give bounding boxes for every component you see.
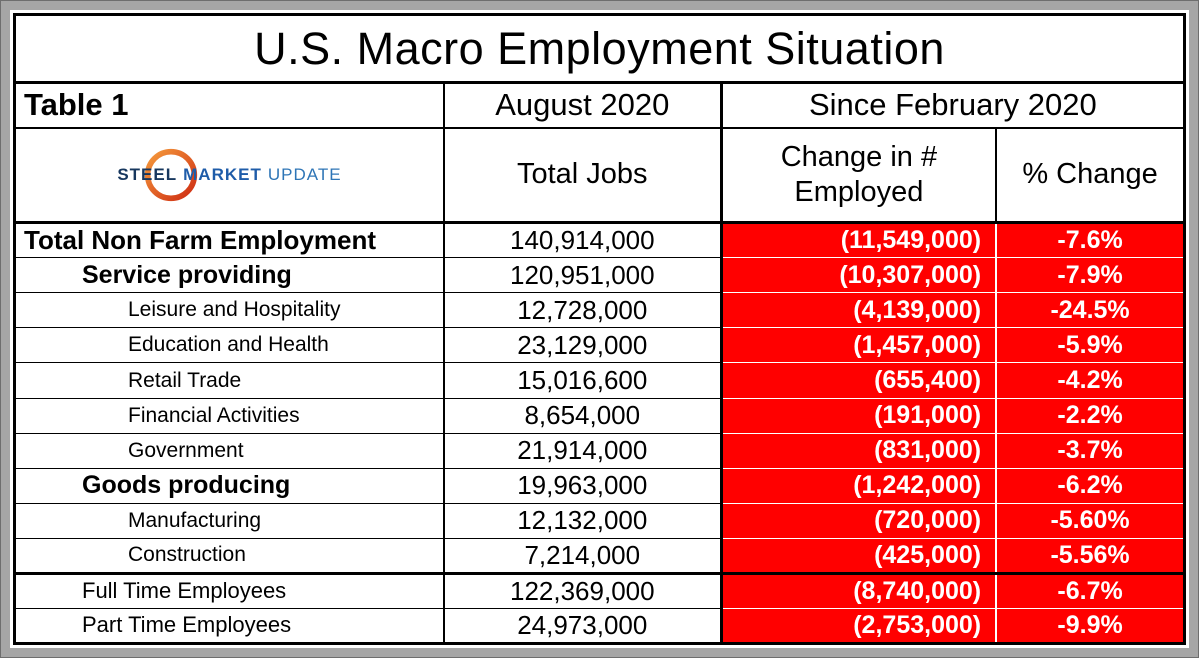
pct-change-cell: -9.9% [995,607,1185,644]
total-jobs-cell: 7,214,000 [442,537,722,574]
row-label-cell: Leisure and Hospitality [14,292,444,328]
total-jobs-cell: 8,654,000 [442,397,722,434]
logo-cell: STEEL MARKET UPDATE [14,127,444,225]
pct-change-cell: -7.9% [995,257,1185,293]
change-employed-cell: (191,000) [719,397,997,434]
change-employed-cell: (425,000) [719,537,997,574]
table-row: Manufacturing 12,132,000 (720,000) -5.60… [14,502,1185,539]
logo-word-steel: STEEL [117,164,178,184]
change-employed-cell: (831,000) [719,432,997,469]
column-header-august-2020: August 2020 [442,82,722,129]
header-row-periods: Table 1 August 2020 Since February 2020 [14,82,1185,129]
change-employed-cell: (655,400) [719,362,997,399]
header-row-metrics: STEEL MARKET UPDATE Total Jobs Change in… [14,127,1185,225]
row-label-cell: Part Time Employees [14,607,444,644]
pct-change-cell: -2.2% [995,397,1185,434]
steel-market-update-logo: STEEL MARKET UPDATE [117,148,341,202]
row-label-cell: Financial Activities [14,397,444,434]
total-jobs-cell: 15,016,600 [442,362,722,399]
row-label-cell: Education and Health [14,327,444,363]
page-title: U.S. Macro Employment Situation [14,14,1185,85]
row-label-cell: Construction [14,537,444,574]
table-row: Financial Activities 8,654,000 (191,000)… [14,397,1185,434]
column-header-total-jobs: Total Jobs [442,127,722,225]
table-row: Education and Health 23,129,000 (1,457,0… [14,327,1185,363]
row-label-cell: Retail Trade [14,362,444,399]
row-label-cell: Manufacturing [14,502,444,539]
pct-change-cell: -5.9% [995,327,1185,363]
pct-change-cell: -6.2% [995,467,1185,504]
pct-change-cell: -3.7% [995,432,1185,469]
change-employed-cell: (2,753,000) [719,607,997,644]
logo-word-market: MARKET [183,164,262,184]
column-header-pct-change: % Change [995,127,1185,225]
pct-change-cell: -5.56% [995,537,1185,574]
table-row: Total Non Farm Employment 140,914,000 (1… [14,222,1185,258]
total-jobs-cell: 122,369,000 [442,571,722,609]
change-employed-cell: (4,139,000) [719,292,997,328]
total-jobs-cell: 12,728,000 [442,292,722,328]
pct-change-cell: -6.7% [995,571,1185,609]
total-jobs-cell: 21,914,000 [442,432,722,469]
table-label: Table 1 [14,82,444,129]
logo-word-update: UPDATE [267,164,342,184]
row-label-cell: Goods producing [14,467,444,504]
change-employed-cell: (10,307,000) [719,257,997,293]
total-jobs-cell: 120,951,000 [442,257,722,293]
table-row: Part Time Employees 24,973,000 (2,753,00… [14,607,1185,644]
pct-change-cell: -7.6% [995,222,1185,258]
pct-change-cell: -4.2% [995,362,1185,399]
row-label-cell: Full Time Employees [14,571,444,609]
column-header-change-employed: Change in # Employed [719,127,997,225]
table-row: Goods producing 19,963,000 (1,242,000) -… [14,467,1185,504]
employment-table: U.S. Macro Employment Situation Table 1 … [13,13,1186,645]
pct-change-cell: -24.5% [995,292,1185,328]
total-jobs-cell: 24,973,000 [442,607,722,644]
report-surface: U.S. Macro Employment Situation Table 1 … [10,10,1189,648]
table-row: Leisure and Hospitality 12,728,000 (4,13… [14,292,1185,328]
change-employed-cell: (720,000) [719,502,997,539]
total-jobs-cell: 12,132,000 [442,502,722,539]
title-row: U.S. Macro Employment Situation [14,14,1185,85]
pct-change-cell: -5.60% [995,502,1185,539]
row-label-cell: Service providing [14,257,444,293]
change-employed-cell: (11,549,000) [719,222,997,258]
total-jobs-cell: 19,963,000 [442,467,722,504]
row-label-cell: Government [14,432,444,469]
table-row: Construction 7,214,000 (425,000) -5.56% [14,537,1185,574]
change-employed-cell: (1,242,000) [719,467,997,504]
table-row: Full Time Employees 122,369,000 (8,740,0… [14,571,1185,609]
row-label-cell: Total Non Farm Employment [14,222,444,258]
change-employed-cell: (1,457,000) [719,327,997,363]
table-row: Service providing 120,951,000 (10,307,00… [14,257,1185,293]
column-header-since-february: Since February 2020 [719,82,1185,129]
change-employed-cell: (8,740,000) [719,571,997,609]
total-jobs-cell: 140,914,000 [442,222,722,258]
table-row: Government 21,914,000 (831,000) -3.7% [14,432,1185,469]
table-row: Retail Trade 15,016,600 (655,400) -4.2% [14,362,1185,399]
logo-ring-icon [145,148,198,202]
total-jobs-cell: 23,129,000 [442,327,722,363]
